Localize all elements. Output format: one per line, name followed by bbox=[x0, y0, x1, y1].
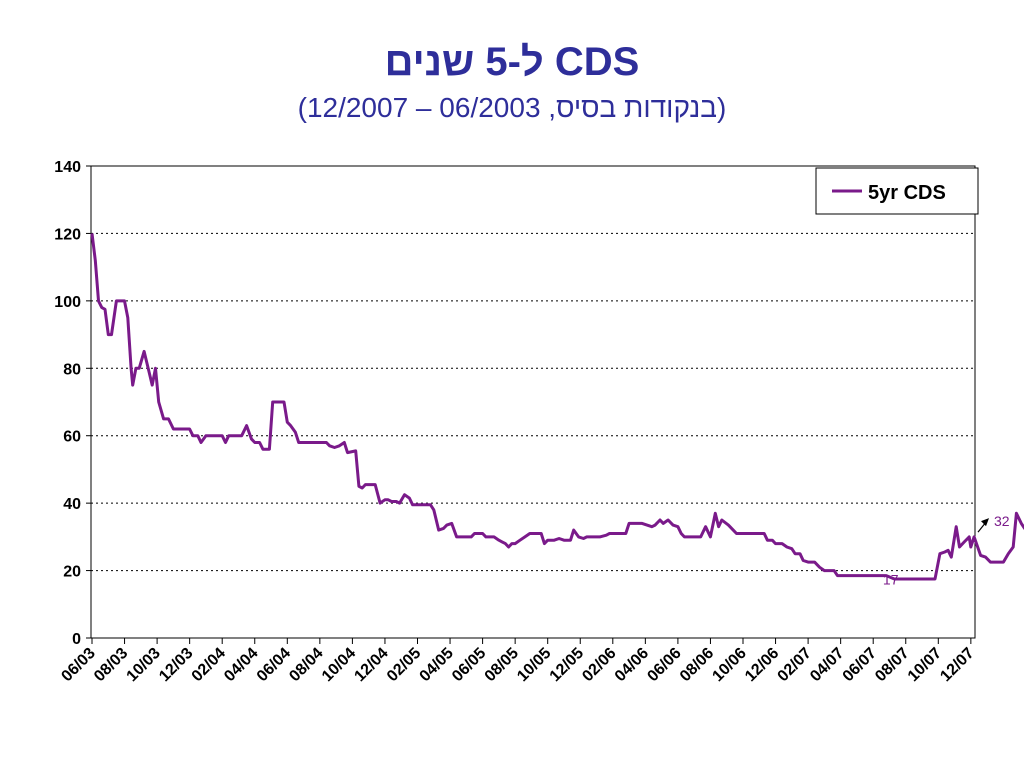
grid-layer bbox=[91, 232, 975, 572]
y-tick-label: 80 bbox=[63, 361, 81, 378]
axes-layer bbox=[86, 165, 976, 644]
x-tick-label: 04/04 bbox=[221, 645, 261, 685]
y-tick-label: 0 bbox=[72, 631, 81, 648]
x-tick-label: 12/03 bbox=[156, 645, 196, 685]
y-tick-label: 20 bbox=[63, 564, 81, 581]
x-tick-label: 12/04 bbox=[351, 645, 391, 685]
series-line-5yr-cds bbox=[90, 233, 1024, 581]
y-tick-label: 100 bbox=[54, 294, 81, 311]
x-tick-label: 10/07 bbox=[905, 645, 945, 685]
x-tick-label: 08/07 bbox=[872, 645, 912, 685]
x-tick-label: 12/05 bbox=[547, 645, 587, 685]
plot-frame bbox=[90, 165, 976, 639]
x-tick-label: 10/03 bbox=[124, 645, 164, 685]
y-tick-label: 120 bbox=[54, 226, 81, 243]
x-tick-label: 10/06 bbox=[709, 645, 749, 685]
x-tick-label: 06/07 bbox=[840, 645, 880, 685]
x-tick-label: 06/06 bbox=[644, 645, 684, 685]
chart-subtitle: (בנקודות בסיס, 06/2003 – 12/2007) bbox=[297, 92, 727, 123]
x-tick-label: 08/05 bbox=[482, 645, 522, 685]
legend: 5yr CDS bbox=[815, 167, 979, 215]
y-tick-label: 140 bbox=[54, 159, 81, 176]
x-tick-label: 04/05 bbox=[417, 645, 457, 685]
legend-label: 5yr CDS bbox=[868, 182, 946, 204]
x-tick-label: 04/06 bbox=[612, 645, 652, 685]
x-tick-label: 10/05 bbox=[514, 645, 554, 685]
x-tick-label: 12/07 bbox=[937, 645, 977, 685]
x-tick-label: 04/07 bbox=[807, 645, 847, 685]
x-tick-label: 08/03 bbox=[91, 645, 131, 685]
y-tick-label: 60 bbox=[63, 429, 81, 446]
x-tick-label: 02/07 bbox=[775, 645, 815, 685]
line-layer bbox=[90, 233, 1024, 581]
x-tick-label: 06/05 bbox=[449, 645, 489, 685]
x-tick-label: 02/04 bbox=[189, 645, 229, 685]
annotation-last-label: 32 bbox=[994, 513, 1010, 529]
x-tick-label: 02/06 bbox=[579, 645, 619, 685]
x-tick-label: 10/04 bbox=[319, 645, 359, 685]
x-tick-label: 08/06 bbox=[677, 645, 717, 685]
x-tick-label: 02/05 bbox=[384, 645, 424, 685]
x-tick-label: 06/04 bbox=[254, 645, 294, 685]
x-tick-label: 12/06 bbox=[742, 645, 782, 685]
annotation-min-label: 17 bbox=[883, 572, 899, 588]
label-layer: 02040608010012014006/0308/0310/0312/0302… bbox=[54, 159, 1009, 685]
x-tick-label: 08/04 bbox=[286, 645, 326, 685]
chart-title: CDS ל-5 שנים bbox=[384, 40, 640, 84]
y-tick-label: 40 bbox=[63, 496, 81, 513]
annotation-arrowhead bbox=[981, 518, 989, 527]
x-tick-label: 06/03 bbox=[58, 645, 98, 685]
